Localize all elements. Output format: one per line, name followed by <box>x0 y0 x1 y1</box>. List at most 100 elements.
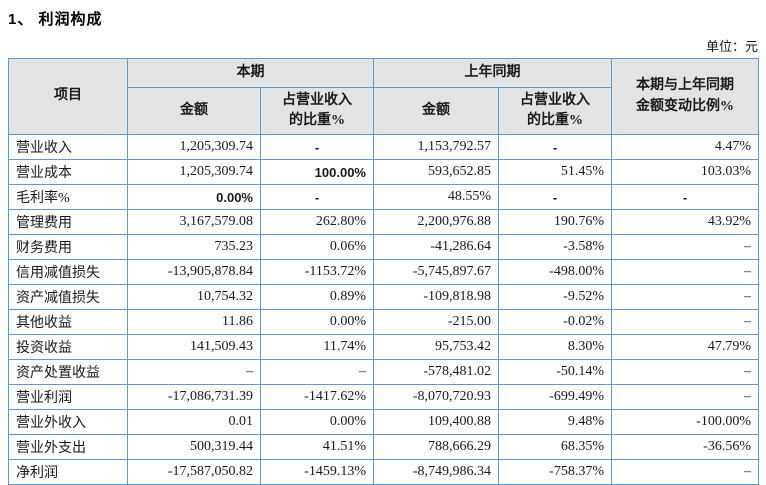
row-label: 资产处置收益 <box>8 359 128 385</box>
cell-value: -215.00 <box>373 309 499 335</box>
cell-value: -50.14% <box>498 359 612 385</box>
table-row: 资产减值损失 10,754.32 0.89% -109,818.98 -9.52% – <box>8 284 759 310</box>
cell-value: 3,167,579.08 <box>127 209 261 235</box>
cell-value: 190.76% <box>498 209 612 235</box>
table-row: 资产处置收益 – – -578,481.02 -50.14% – <box>8 359 759 385</box>
row-label: 财务费用 <box>8 234 128 260</box>
cell-value: – <box>611 259 759 285</box>
cell-value: – <box>611 359 759 385</box>
cell-value: 1,153,792.57 <box>373 134 499 160</box>
cell-value: - <box>260 184 374 210</box>
cell-value: 4.47% <box>611 134 759 160</box>
header-prior-period: 上年同期 <box>373 58 612 88</box>
cell-value: 141,509.43 <box>127 334 261 360</box>
cell-value: -17,587,050.82 <box>127 459 261 485</box>
cell-value: 109,400.88 <box>373 409 499 435</box>
cell-value: - <box>260 134 374 160</box>
row-label: 营业外支出 <box>8 434 128 460</box>
cell-value: -1459.13% <box>260 459 374 485</box>
cell-value: - <box>611 184 759 210</box>
table-row: 信用减值损失 -13,905,878.84 -1153.72% -5,745,897.… <box>8 259 759 285</box>
unit-label: 单位：元 <box>705 39 758 54</box>
header-current-pct: 占营业收入 的比重% <box>260 87 374 135</box>
cell-value: 51.45% <box>498 159 612 185</box>
cell-value: 262.80% <box>260 209 374 235</box>
cell-value: -578,481.02 <box>373 359 499 385</box>
cell-value: 0.06% <box>260 234 374 260</box>
table-row: 营业利润 -17,086,731.39 -1417.62% -8,070,720.93… <box>8 384 759 410</box>
row-label: 毛利率% <box>8 184 128 210</box>
cell-value: 103.03% <box>611 159 759 185</box>
table-row: 财务费用 735.23 0.06% -41,286.64 -3.58% – <box>8 234 759 260</box>
cell-value: -13,905,878.84 <box>127 259 261 285</box>
header-prior-amount: 金额 <box>373 87 499 135</box>
cell-value: -498.00% <box>498 259 612 285</box>
row-label: 营业利润 <box>8 384 128 410</box>
table-header: 项目 本期 上年同期 本期与上年同期 金额变动比例% 金额 占营业收入 的比重%… <box>8 58 759 135</box>
cell-value: 11.86 <box>127 309 261 335</box>
cell-value: 48.55% <box>373 184 499 210</box>
cell-value: - <box>498 184 612 210</box>
cell-value: -100.00% <box>611 409 759 435</box>
cell-value: – <box>611 309 759 335</box>
table-body: 营业收入 1,205,309.74-1,153,792.57-4.47% 营业成本 1… <box>8 134 759 485</box>
cell-value: 47.79% <box>611 334 759 360</box>
header-change-ratio: 本期与上年同期 金额变动比例% <box>611 58 759 135</box>
cell-value: -3.58% <box>498 234 612 260</box>
cell-value: 68.35% <box>498 434 612 460</box>
cell-value: -0.02% <box>498 309 612 335</box>
row-label: 其他收益 <box>8 309 128 335</box>
cell-value: – <box>611 234 759 260</box>
row-label: 营业成本 <box>8 159 128 185</box>
cell-value: 1,205,309.74 <box>127 134 261 160</box>
table-row: 营业外支出 500,319.44 41.51% 788,666.29 68.35% -36… <box>8 434 759 460</box>
cell-value: -5,745,897.67 <box>373 259 499 285</box>
cell-value: -8,749,986.34 <box>373 459 499 485</box>
table-row: 净利润 -17,587,050.82 -1459.13% -8,749,986.34-… <box>8 459 759 485</box>
cell-value: 0.00% <box>260 309 374 335</box>
section-title: 1、 利润构成 <box>8 11 103 28</box>
cell-value: -699.49% <box>498 384 612 410</box>
cell-value: -8,070,720.93 <box>373 384 499 410</box>
cell-value: – <box>611 284 759 310</box>
cell-value: -41,286.64 <box>373 234 499 260</box>
table-row: 投资收益 141,509.43 11.74% 95,753.42 8.30% 47.79% <box>8 334 759 360</box>
row-label: 管理费用 <box>8 209 128 235</box>
cell-value: 10,754.32 <box>127 284 261 310</box>
row-label: 投资收益 <box>8 334 128 360</box>
cell-value: 95,753.42 <box>373 334 499 360</box>
cell-value: 500,319.44 <box>127 434 261 460</box>
cell-value: 788,666.29 <box>373 434 499 460</box>
cell-value: 43.92% <box>611 209 759 235</box>
header-current-amount: 金额 <box>127 87 261 135</box>
table-row: 毛利率% 0.00% -48.55% - - <box>8 184 759 210</box>
row-label: 信用减值损失 <box>8 259 128 285</box>
header-current-period: 本期 <box>127 58 374 88</box>
cell-value: -109,818.98 <box>373 284 499 310</box>
cell-value: 0.89% <box>260 284 374 310</box>
table-row: 其他收益 11.86 0.00% -215.00 -0.02% – <box>8 309 759 335</box>
cell-value: – <box>611 459 759 485</box>
cell-value: 2,200,976.88 <box>373 209 499 235</box>
cell-value: – <box>611 384 759 410</box>
cell-value: 11.74% <box>260 334 374 360</box>
cell-value: 0.00% <box>127 184 261 210</box>
cell-value: 8.30% <box>498 334 612 360</box>
cell-value: -1153.72% <box>260 259 374 285</box>
row-label: 资产减值损失 <box>8 284 128 310</box>
cell-value: 593,652.85 <box>373 159 499 185</box>
row-label: 净利润 <box>8 459 128 485</box>
cell-value: -9.52% <box>498 284 612 310</box>
row-label: 营业收入 <box>8 134 128 160</box>
cell-value: 100.00% <box>260 159 374 185</box>
header-prior-pct: 占营业收入 的比重% <box>498 87 612 135</box>
cell-value: – <box>260 359 374 385</box>
cell-value: 0.00% <box>260 409 374 435</box>
row-label: 营业外收入 <box>8 409 128 435</box>
cell-value: 1,205,309.74 <box>127 159 261 185</box>
table-row: 营业外收入 0.01 0.00% 109,400.88 9.48% -100.00% <box>8 409 759 435</box>
profit-composition-table: 项目 本期 上年同期 本期与上年同期 金额变动比例% 金额 占营业收入 的比重%… <box>8 58 759 485</box>
cell-value: 9.48% <box>498 409 612 435</box>
cell-value: 41.51% <box>260 434 374 460</box>
